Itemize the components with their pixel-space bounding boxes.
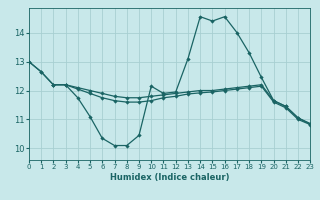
X-axis label: Humidex (Indice chaleur): Humidex (Indice chaleur) [110,173,229,182]
